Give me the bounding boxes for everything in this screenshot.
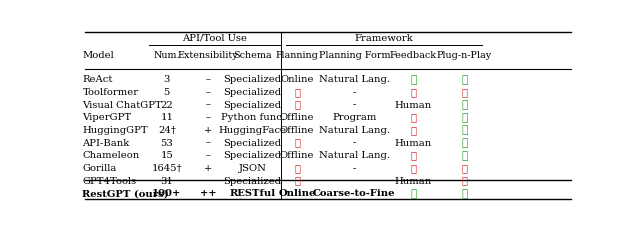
Text: ✗: ✗ (294, 139, 300, 148)
Text: -: - (353, 177, 356, 186)
Text: ✗: ✗ (294, 177, 300, 186)
Text: ViperGPT: ViperGPT (83, 113, 132, 122)
Text: ✓: ✓ (461, 75, 468, 85)
Text: Visual ChatGPT: Visual ChatGPT (83, 101, 162, 110)
Text: ✓: ✓ (461, 138, 468, 148)
Text: RESTful: RESTful (230, 189, 276, 198)
Text: RestGPT (ours): RestGPT (ours) (83, 189, 169, 198)
Text: 53: 53 (161, 139, 173, 148)
Text: Schema: Schema (234, 51, 272, 60)
Text: GPT4Tools: GPT4Tools (83, 177, 136, 186)
Text: Program: Program (332, 113, 376, 122)
Text: Human: Human (395, 177, 432, 186)
Text: ✓: ✓ (461, 125, 468, 135)
Text: Offline: Offline (280, 113, 314, 122)
Text: ✗: ✗ (461, 88, 467, 97)
Text: API-Bank: API-Bank (83, 139, 130, 148)
Text: Toolformer: Toolformer (83, 88, 139, 97)
Text: Specialized: Specialized (223, 139, 282, 148)
Text: HuggingGPT: HuggingGPT (83, 126, 148, 135)
Text: Extensibility: Extensibility (177, 51, 238, 60)
Text: ✗: ✗ (294, 101, 300, 110)
Text: –: – (205, 101, 211, 110)
Text: -: - (353, 139, 356, 148)
Text: –: – (205, 75, 211, 84)
Text: Specialized: Specialized (223, 151, 282, 160)
Text: 5: 5 (164, 88, 170, 97)
Text: ✓: ✓ (461, 151, 468, 161)
Text: ✗: ✗ (294, 88, 300, 97)
Text: Model: Model (83, 51, 114, 60)
Text: 31: 31 (161, 177, 173, 186)
Text: 100+: 100+ (152, 189, 181, 198)
Text: Planning Form: Planning Form (319, 51, 390, 60)
Text: Gorilla: Gorilla (83, 164, 117, 173)
Text: Specialized: Specialized (223, 101, 282, 110)
Text: ReAct: ReAct (83, 75, 113, 84)
Text: 15: 15 (161, 151, 173, 160)
Text: -: - (353, 101, 356, 110)
Text: ✓: ✓ (461, 189, 468, 199)
Text: Online: Online (280, 75, 314, 84)
Text: –: – (205, 139, 211, 148)
Text: Offline: Offline (280, 126, 314, 135)
Text: Plug-n-Play: Plug-n-Play (436, 51, 492, 60)
Text: ✓: ✓ (410, 75, 417, 85)
Text: Feedback: Feedback (390, 51, 437, 60)
Text: -: - (353, 164, 356, 173)
Text: ✗: ✗ (294, 164, 300, 173)
Text: +: + (204, 126, 212, 135)
Text: JSON: JSON (239, 164, 266, 173)
Text: 1645†: 1645† (152, 164, 182, 173)
Text: ✓: ✓ (461, 113, 468, 123)
Text: ✓: ✓ (410, 189, 417, 199)
Text: –: – (205, 88, 211, 97)
Text: ✓: ✓ (461, 100, 468, 110)
Text: ✗: ✗ (410, 126, 416, 135)
Text: Specialized: Specialized (223, 88, 282, 97)
Text: –: – (205, 151, 211, 160)
Text: Num.: Num. (154, 51, 180, 60)
Text: ✗: ✗ (410, 88, 416, 97)
Text: ✗: ✗ (410, 164, 416, 173)
Text: Online: Online (278, 189, 316, 198)
Text: ++: ++ (200, 189, 216, 198)
Text: 3: 3 (164, 75, 170, 84)
Text: Planning: Planning (276, 51, 319, 60)
Text: Offline: Offline (280, 151, 314, 160)
Text: 11: 11 (160, 113, 173, 122)
Text: ✗: ✗ (461, 177, 467, 186)
Text: Framework: Framework (354, 34, 413, 43)
Text: Specialized: Specialized (223, 75, 282, 84)
Text: –: – (205, 113, 211, 122)
Text: Natural Lang.: Natural Lang. (319, 126, 390, 135)
Text: Chameleon: Chameleon (83, 151, 140, 160)
Text: Human: Human (395, 101, 432, 110)
Text: 24†: 24† (158, 126, 176, 135)
Text: ✗: ✗ (410, 151, 416, 160)
Text: Natural Lang.: Natural Lang. (319, 75, 390, 84)
Text: Coarse-to-Fine: Coarse-to-Fine (313, 189, 396, 198)
Text: ✗: ✗ (461, 164, 467, 173)
Text: HuggingFace: HuggingFace (218, 126, 287, 135)
Text: Natural Lang.: Natural Lang. (319, 151, 390, 160)
Text: +: + (204, 164, 212, 173)
Text: -: - (353, 88, 356, 97)
Text: API/Tool Use: API/Tool Use (182, 34, 248, 43)
Text: Python func.: Python func. (221, 113, 285, 122)
Text: ✗: ✗ (410, 113, 416, 122)
Text: Human: Human (395, 139, 432, 148)
Text: 22: 22 (161, 101, 173, 110)
Text: Specialized: Specialized (223, 177, 282, 186)
Text: –: – (205, 177, 211, 186)
